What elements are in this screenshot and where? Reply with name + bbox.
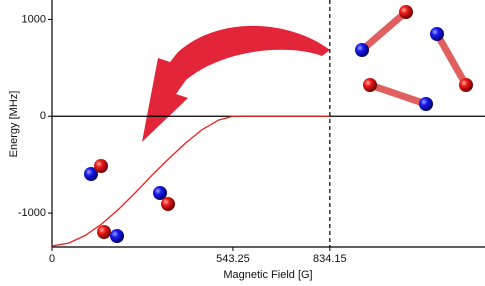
line-series [51, 115, 330, 247]
x-tick-label: 834.15 [313, 253, 347, 265]
x-tick-label: 543.25 [216, 253, 250, 265]
y-axis-label: Energy [MHz] [8, 91, 20, 158]
illustrations [84, 5, 473, 243]
x-tick-label: 0 [49, 253, 55, 265]
y-tick-label: -1000 [18, 207, 46, 219]
x-axis-label: Magnetic Field [G] [223, 269, 312, 281]
y-tick-label: 0 [40, 110, 46, 122]
y-tick-label: 1000 [22, 13, 46, 25]
